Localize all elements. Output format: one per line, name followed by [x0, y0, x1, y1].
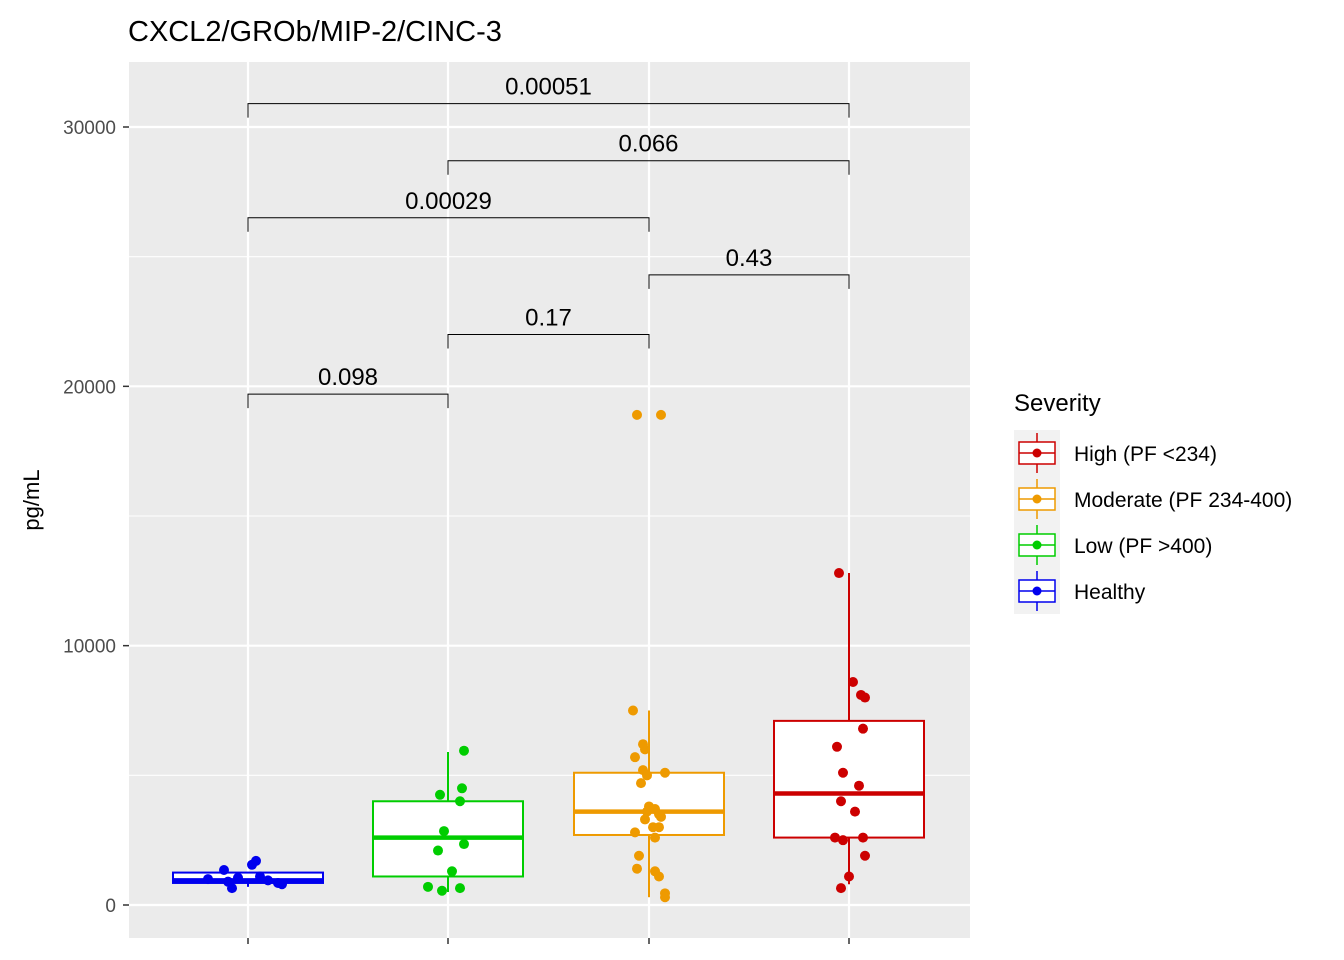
legend: Severity High (PF <234) Moderate (PF 234-… [1014, 390, 1292, 614]
y-tick-label: 0 [105, 896, 116, 917]
significance-brackets: 0.098 0.17 0.43 0.00029 0.066 0.00051 [247, 74, 850, 409]
data-point [433, 845, 443, 856]
bracket-line [447, 333, 650, 349]
p-value-label: 0.43 [726, 245, 773, 272]
data-point [858, 723, 868, 734]
data-point [642, 806, 652, 817]
y-axis-title: pg/mL [19, 469, 44, 530]
data-points [203, 409, 870, 903]
data-point [632, 409, 642, 420]
data-point [423, 881, 433, 892]
legend-label: Low (PF >400) [1074, 535, 1212, 558]
data-point [832, 741, 842, 752]
data-point [834, 568, 844, 579]
data-point [277, 879, 287, 890]
data-point [642, 770, 652, 781]
data-point [219, 864, 229, 875]
data-point [457, 783, 467, 794]
data-point [860, 850, 870, 861]
legend-label: Healthy [1074, 581, 1146, 604]
p-value-label: 0.066 [618, 131, 678, 158]
y-tick-label: 30000 [63, 118, 116, 139]
box [773, 719, 925, 839]
legend-key-point [1032, 586, 1042, 596]
data-point [437, 885, 447, 896]
data-point [459, 839, 469, 850]
data-point [255, 871, 265, 882]
y-axis: 0 10000 20000 30000 [63, 118, 850, 944]
boxplots [172, 573, 925, 898]
data-point [632, 863, 642, 874]
data-point [848, 676, 858, 687]
data-point [634, 850, 644, 861]
data-point [656, 409, 666, 420]
data-point [650, 832, 660, 843]
data-point [447, 866, 457, 877]
data-point [630, 827, 640, 838]
data-point [854, 780, 864, 791]
p-value-label: 0.17 [525, 304, 572, 331]
data-point [656, 811, 666, 822]
bracket-line [247, 217, 650, 232]
data-point [435, 789, 445, 800]
data-point [838, 767, 848, 778]
bracket-line [247, 103, 850, 118]
data-point [860, 692, 870, 703]
data-point [640, 814, 650, 825]
data-point [459, 745, 469, 756]
p-value-label: 0.098 [318, 364, 378, 391]
data-point [660, 767, 670, 778]
data-point [455, 883, 465, 894]
data-point [233, 872, 243, 883]
data-point [660, 892, 670, 903]
data-point [263, 875, 273, 886]
legend-key-point [1032, 494, 1042, 504]
data-point [251, 855, 261, 866]
data-point [636, 778, 646, 789]
data-point [227, 883, 237, 894]
data-point [838, 835, 848, 846]
data-point [628, 705, 638, 716]
p-value-label: 0.00051 [505, 74, 592, 101]
data-point [439, 826, 449, 837]
data-point [844, 871, 854, 882]
data-point [654, 822, 664, 833]
data-point [455, 796, 465, 807]
bracket-line [648, 274, 850, 289]
p-value-label: 0.00029 [405, 188, 492, 215]
y-tick-label: 10000 [63, 637, 116, 658]
data-point [640, 744, 650, 755]
bracket-line [247, 393, 449, 409]
y-tick-label: 20000 [63, 377, 116, 398]
legend-key-point [1032, 448, 1042, 458]
legend-label: High (PF <234) [1074, 443, 1217, 466]
legend-title: Severity [1014, 390, 1101, 417]
box [172, 871, 324, 884]
data-point [203, 874, 213, 885]
bracket-line [447, 160, 850, 175]
legend-key-point [1032, 540, 1042, 550]
legend-label: Moderate (PF 234-400) [1074, 489, 1292, 512]
data-point [630, 752, 640, 763]
chart-title: CXCL2/GROb/MIP-2/CINC-3 [128, 16, 502, 48]
data-point [836, 883, 846, 894]
data-point [654, 871, 664, 882]
data-point [850, 806, 860, 817]
data-point [858, 832, 868, 843]
data-point [836, 796, 846, 807]
data-point [830, 832, 840, 843]
